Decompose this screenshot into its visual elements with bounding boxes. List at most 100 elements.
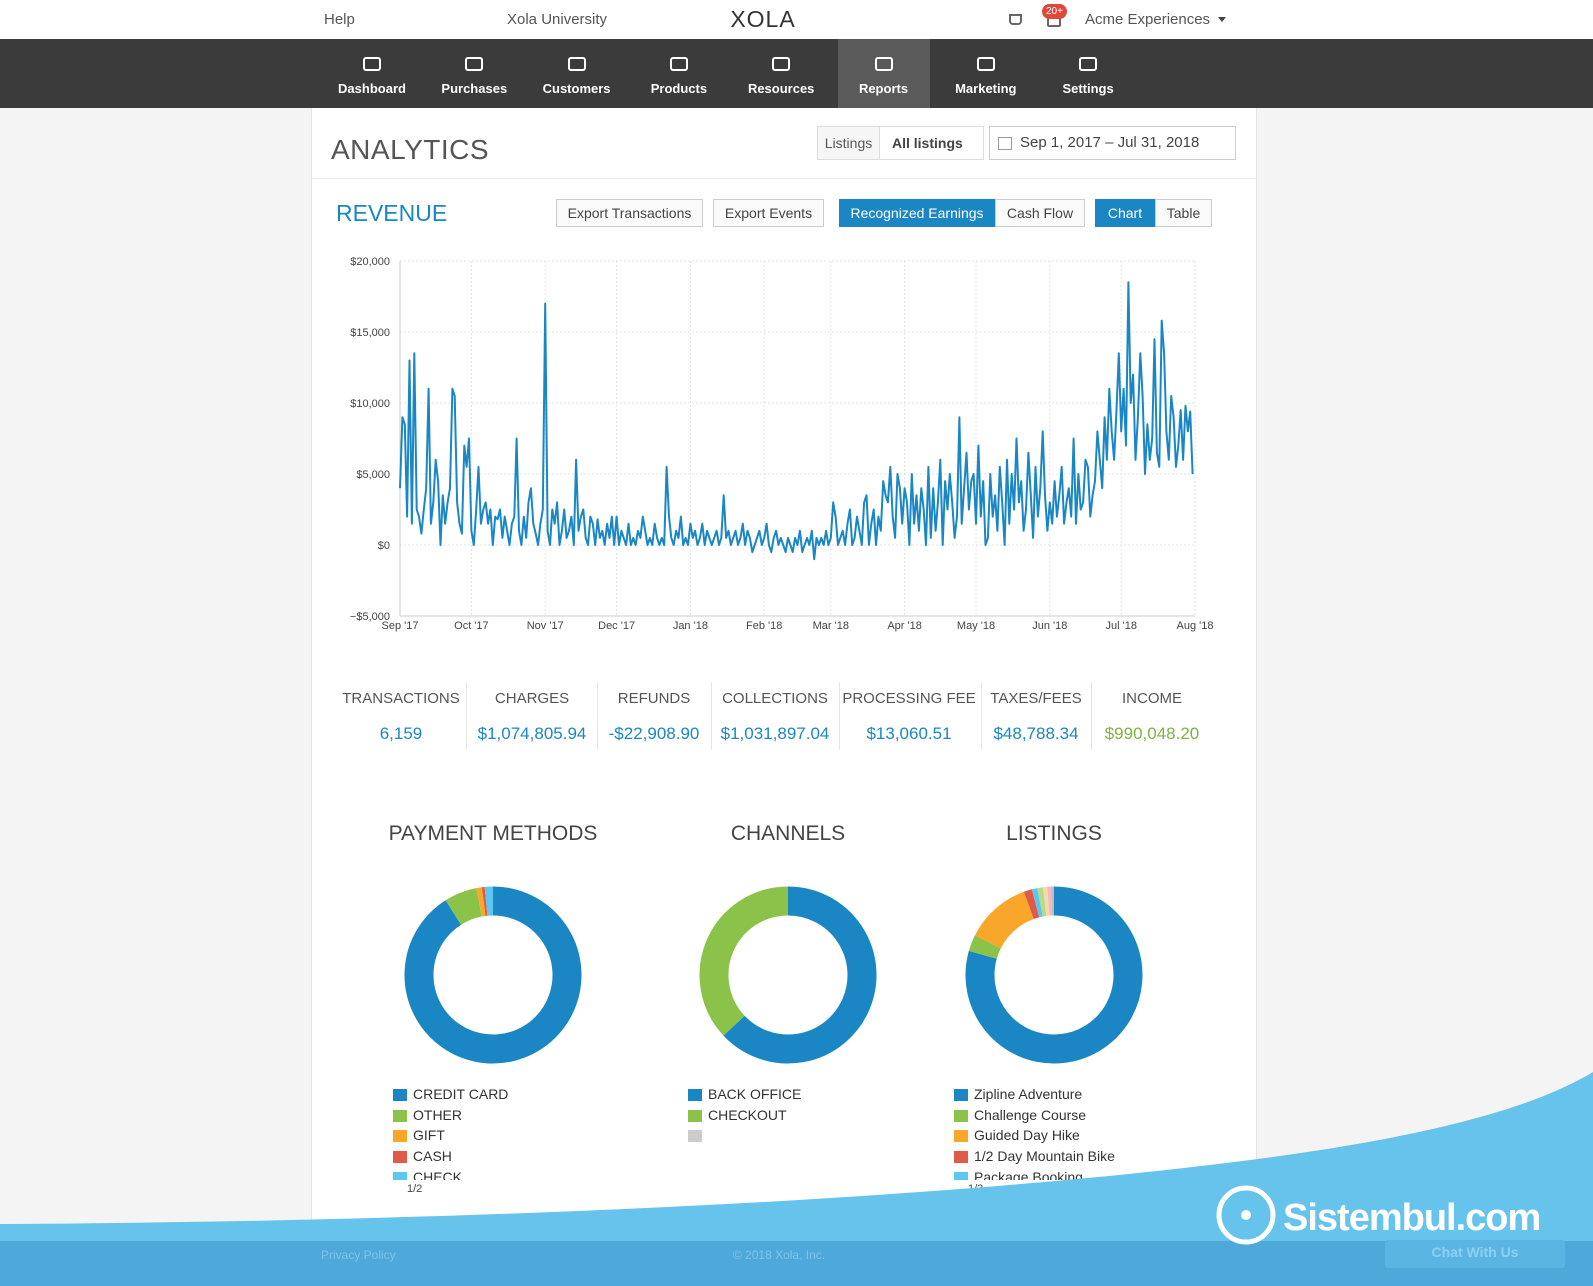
legend-swatch: [688, 1089, 702, 1101]
legend-label: BACK OFFICE: [708, 1086, 802, 1102]
notification-badge[interactable]: 20+: [1042, 4, 1067, 19]
legend-label: Package Booking: [974, 1168, 1083, 1180]
nav-icon: [976, 57, 995, 71]
nav-label: Products: [650, 81, 708, 96]
stat-value: $990,048.20: [1104, 724, 1200, 743]
account-menu[interactable]: Acme Experiences: [1085, 11, 1211, 28]
wave: [0, 1072, 1593, 1286]
legend-label: Challenge Course: [974, 1106, 1087, 1123]
toolbar-button[interactable]: Export Events: [713, 199, 824, 227]
chat-label: Chat With Us: [1432, 1244, 1519, 1260]
legend-item[interactable]: 1/2 Day Mountain Bike: [954, 1147, 1184, 1167]
legend-label: GIFT: [413, 1127, 445, 1144]
legend-swatch: [954, 1089, 968, 1101]
nav-item[interactable]: Purchases: [428, 39, 520, 108]
y-tick-label: −$5,000: [350, 611, 390, 623]
donut-title: PAYMENT METHODS: [388, 822, 598, 845]
nav-label: Dashboard: [338, 81, 406, 96]
donut-title: LISTINGS: [1006, 822, 1102, 845]
legend-item[interactable]: GIFT: [393, 1126, 623, 1146]
legend-pager[interactable]: 1/2: [407, 1183, 423, 1195]
legend-swatch: [954, 1130, 968, 1143]
legend-item[interactable]: CHECKOUT: [688, 1106, 918, 1126]
help-link[interactable]: Help: [324, 11, 355, 28]
legend-swatch: [393, 1171, 407, 1180]
legend-item[interactable]: [688, 1126, 918, 1146]
toolbar-button[interactable]: Cash Flow: [995, 199, 1085, 227]
nav-icon: [669, 57, 688, 71]
stat-value: -$22,908.90: [608, 724, 700, 743]
stat-value: 6,159: [379, 724, 423, 743]
stat-value: $1,031,897.04: [720, 724, 830, 743]
legend: Zipline Adventure Challenge Course Guided …: [954, 1085, 1184, 1180]
toolbar-button[interactable]: Export Transactions: [556, 199, 703, 227]
nav-item[interactable]: Marketing: [940, 39, 1032, 108]
legend-swatch: [954, 1171, 968, 1180]
nav-label: Reports: [858, 81, 909, 96]
nav-item[interactable]: Customers: [531, 39, 623, 108]
page-title: ANALYTICS: [331, 134, 490, 165]
nav-bar: [0, 39, 1593, 108]
nav-item[interactable]: Products: [633, 39, 725, 108]
legend-item[interactable]: CREDIT CARD: [393, 1085, 623, 1105]
donut-slice: [974, 891, 1035, 949]
y-tick-label: $10,000: [350, 398, 390, 410]
nav-icon: [567, 57, 586, 71]
legend-item[interactable]: Package Booking: [954, 1168, 1184, 1180]
university-link[interactable]: Xola University: [507, 11, 608, 28]
date-range[interactable]: Sep 1, 2017 – Jul 31, 2018: [989, 126, 1236, 160]
nav-label: Purchases: [441, 81, 508, 96]
nav-item[interactable]: Dashboard: [326, 39, 418, 108]
legend-label: Guided Day Hike: [974, 1127, 1080, 1144]
stat-label: INCOME: [1122, 690, 1182, 707]
legend-item[interactable]: CHECK: [393, 1168, 623, 1180]
x-tick-label: Jun '18: [1032, 620, 1067, 632]
legend-swatch: [688, 1109, 702, 1122]
stat-divider: [1091, 682, 1092, 750]
legend-item[interactable]: Zipline Adventure: [954, 1085, 1184, 1105]
y-tick-label: $0: [378, 540, 390, 552]
stat-divider: [981, 682, 982, 750]
x-tick-label: Nov '17: [527, 620, 564, 632]
stat-value: $1,074,805.94: [477, 724, 587, 743]
logo[interactable]: XOLA: [730, 6, 796, 32]
legend-label: CREDIT CARD: [413, 1086, 509, 1102]
toolbar-button[interactable]: Table: [1155, 199, 1212, 227]
nav-item[interactable]: Resources: [735, 39, 827, 108]
donut-slice: [404, 886, 582, 1064]
donut-slice: [1023, 889, 1040, 920]
stat-label: REFUNDS: [617, 690, 691, 707]
y-tick-label: $20,000: [350, 256, 390, 268]
donut-slice: [699, 886, 789, 1036]
legend-item[interactable]: BACK OFFICE: [688, 1085, 918, 1105]
toolbar-button[interactable]: Chart: [1095, 199, 1155, 227]
legend-item[interactable]: OTHER: [393, 1106, 623, 1126]
legend-label: CHECKOUT: [708, 1106, 787, 1123]
nav-item[interactable]: Settings: [1042, 39, 1134, 108]
watermark-logo: [1216, 1185, 1276, 1245]
cart-icon[interactable]: [1009, 14, 1022, 25]
legend-swatch: [954, 1109, 968, 1122]
stat-label: TAXES/FEES: [990, 690, 1082, 707]
legend-item[interactable]: Guided Day Hike: [954, 1126, 1184, 1146]
nav-item[interactable]: Reports: [837, 39, 930, 108]
legend-swatch: [688, 1130, 702, 1143]
legend-item[interactable]: Challenge Course: [954, 1106, 1184, 1126]
legend-item[interactable]: CASH: [393, 1147, 623, 1167]
nav-icon: [465, 57, 484, 71]
listings-select[interactable]: All listings: [879, 126, 984, 160]
legend: CREDIT CARD OTHER GIFT CASH CHECK: [393, 1085, 623, 1180]
donut-slice: [1031, 888, 1043, 918]
legend-label: OTHER: [413, 1106, 462, 1123]
toolbar-button[interactable]: Recognized Earnings: [839, 199, 995, 227]
donut-slice: [965, 886, 1143, 1064]
nav-label: Settings: [1062, 81, 1114, 96]
stat-divider: [466, 682, 467, 750]
x-tick-label: Oct '17: [454, 620, 489, 632]
calendar-icon: [998, 137, 1012, 150]
legend-swatch: [954, 1151, 968, 1164]
legend-swatch: [393, 1130, 407, 1143]
donut-slice: [968, 935, 1001, 960]
